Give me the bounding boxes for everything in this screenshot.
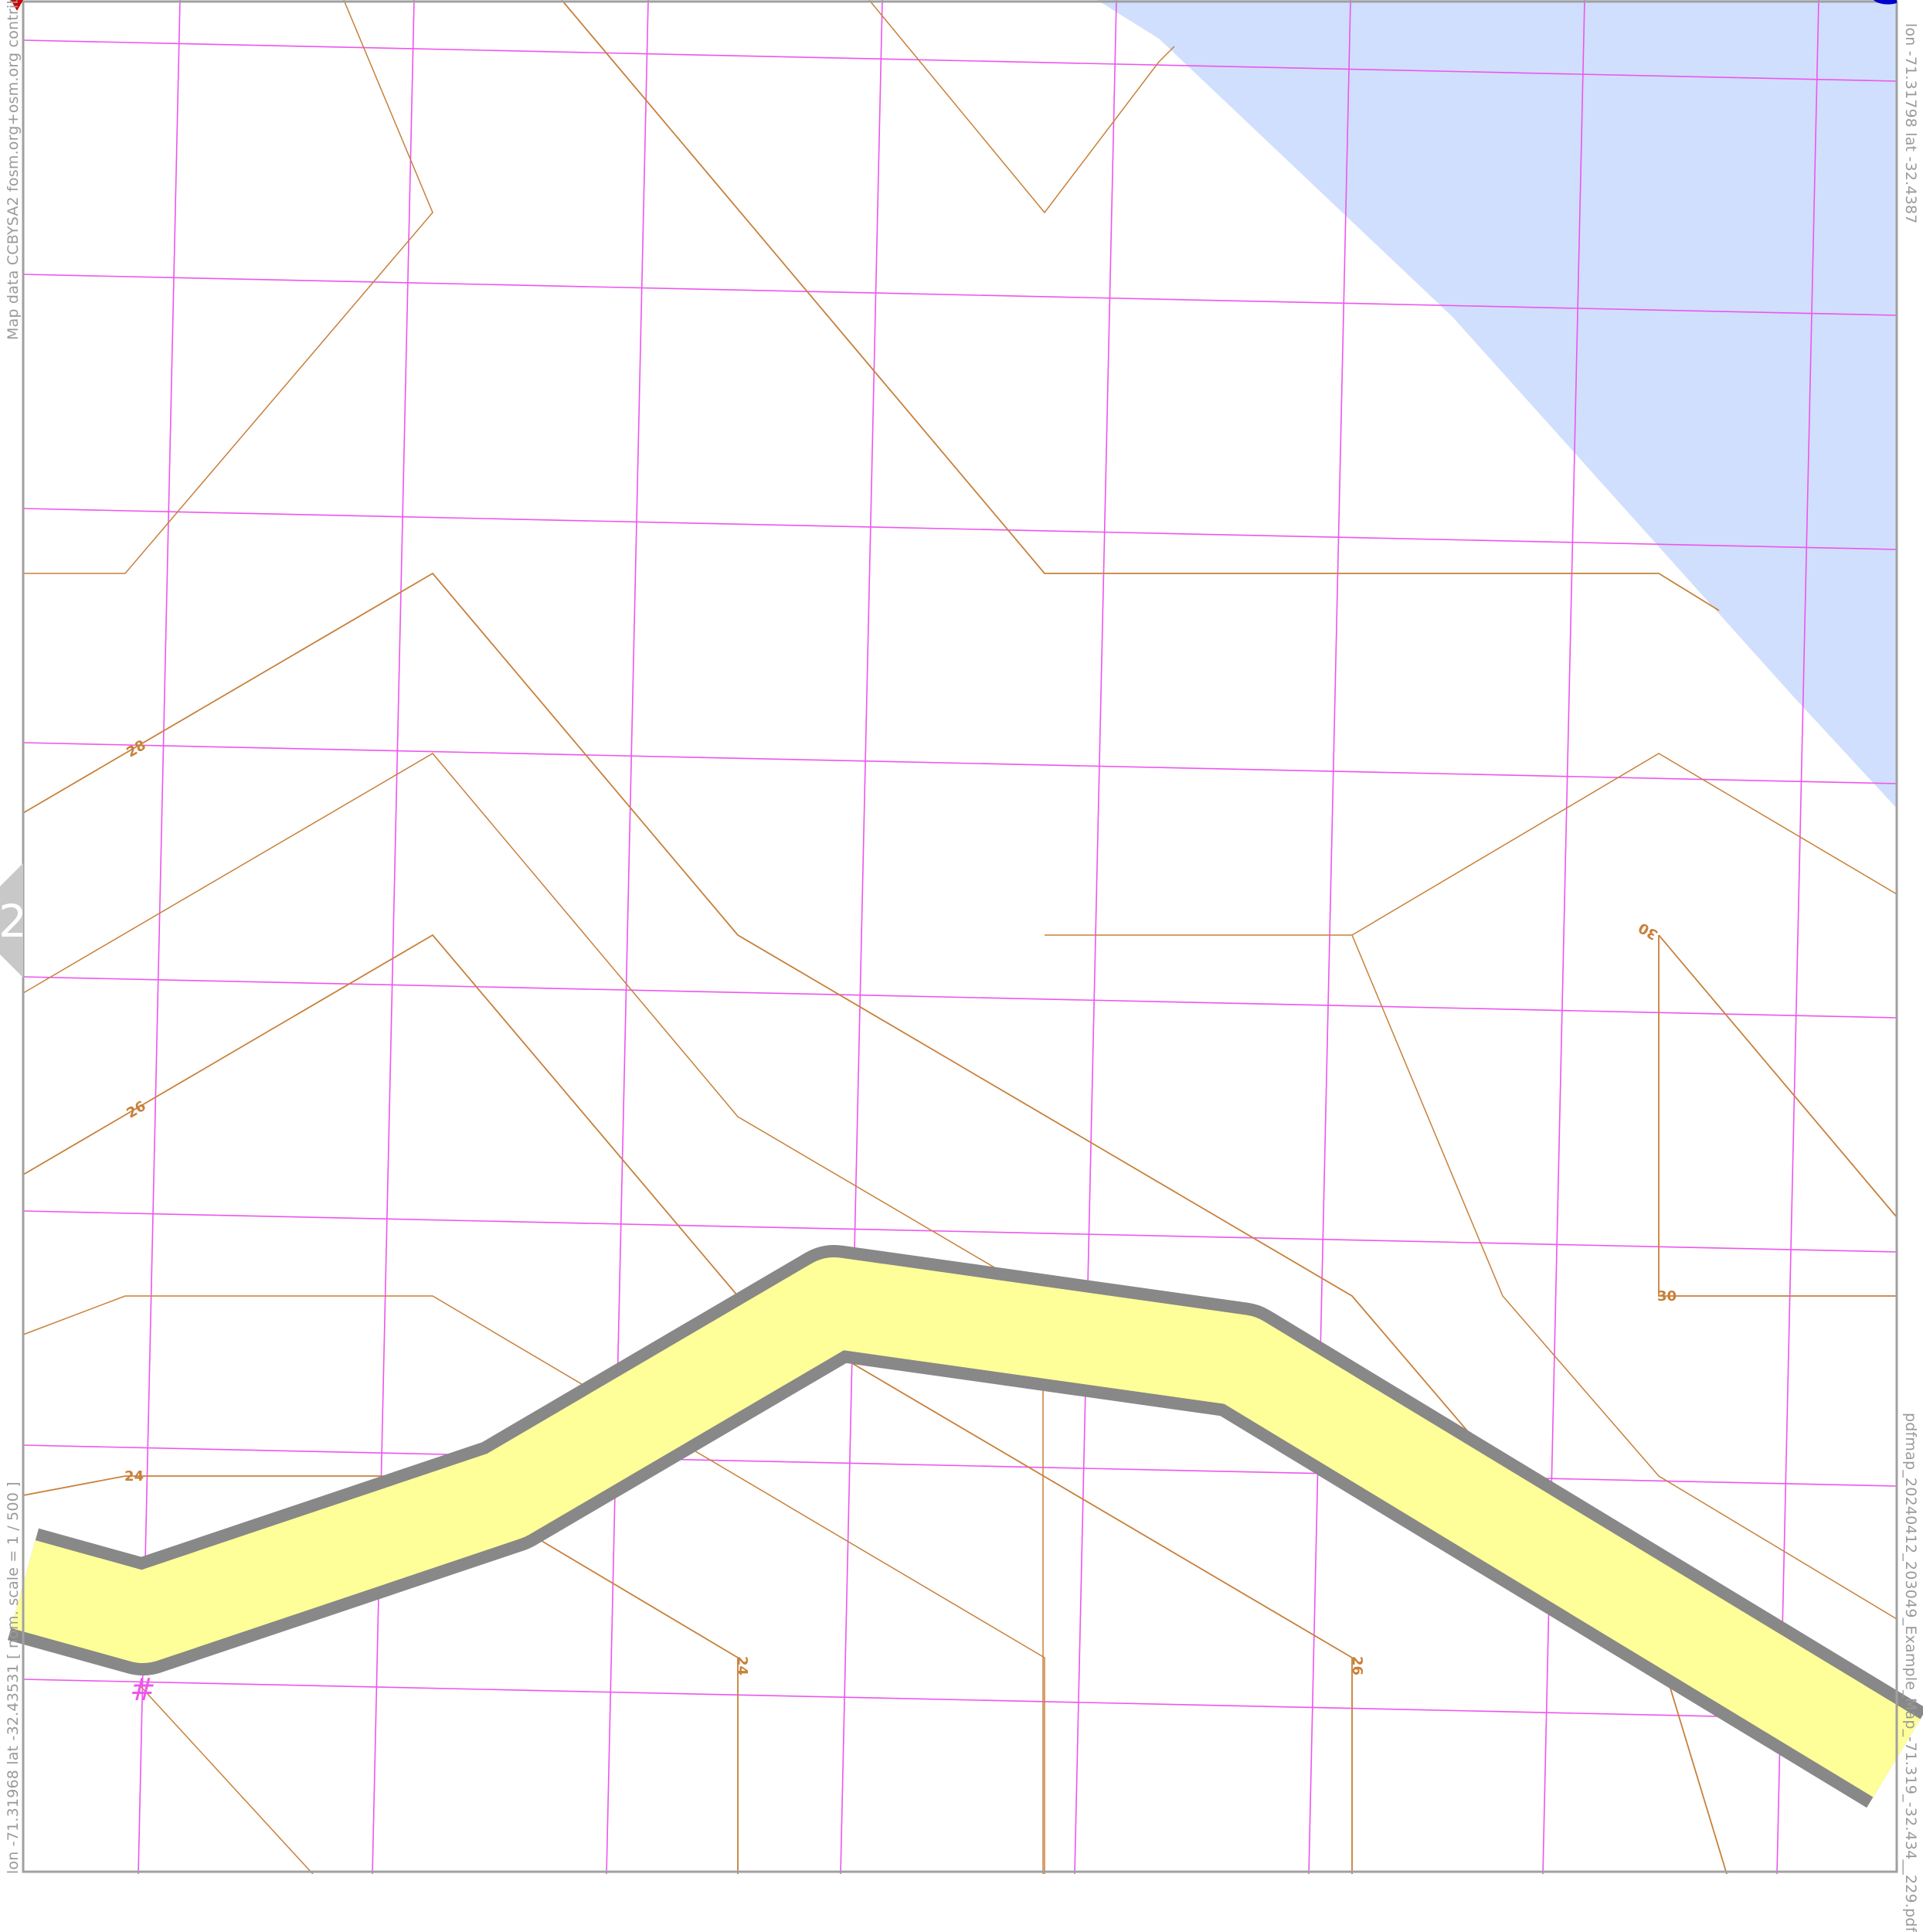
water-area <box>1097 0 1897 808</box>
page-tab-left[interactable] <box>0 863 23 978</box>
corner-marker-icon <box>1874 0 1897 5</box>
contour-label: 26 <box>124 1098 148 1122</box>
contour-label: 30 <box>1657 1288 1677 1304</box>
poi-marker[interactable]: # <box>130 1672 156 1708</box>
north-marker-icon <box>11 0 23 11</box>
grid-lines <box>22 0 1898 1874</box>
contour-label: 24 <box>734 1656 750 1675</box>
contour-label: 24 <box>124 1468 144 1485</box>
map-canvas[interactable]: 28 26 24 24 26 30 30 # 2 <box>0 0 1923 1874</box>
corner-coordinates-bottom-left: lon -71.31968 lat -32.43531 [ nom. scale… <box>5 1481 22 1874</box>
corner-coordinates-top-right: lon -71.31798 lat -32.4387 <box>1902 23 1919 224</box>
map-attribution: Map data CCBYSA2 fosm.org+osm.org contri… <box>5 0 22 340</box>
road <box>7 1245 1923 1808</box>
file-name: pdfmap_20240412_203049_Example_Map_-71.3… <box>1902 1413 1919 1932</box>
contour-label: 30 <box>1636 919 1660 943</box>
contour-label: 26 <box>1349 1656 1365 1675</box>
contour-label: 28 <box>124 737 148 761</box>
page-number[interactable]: 2 <box>0 895 27 947</box>
